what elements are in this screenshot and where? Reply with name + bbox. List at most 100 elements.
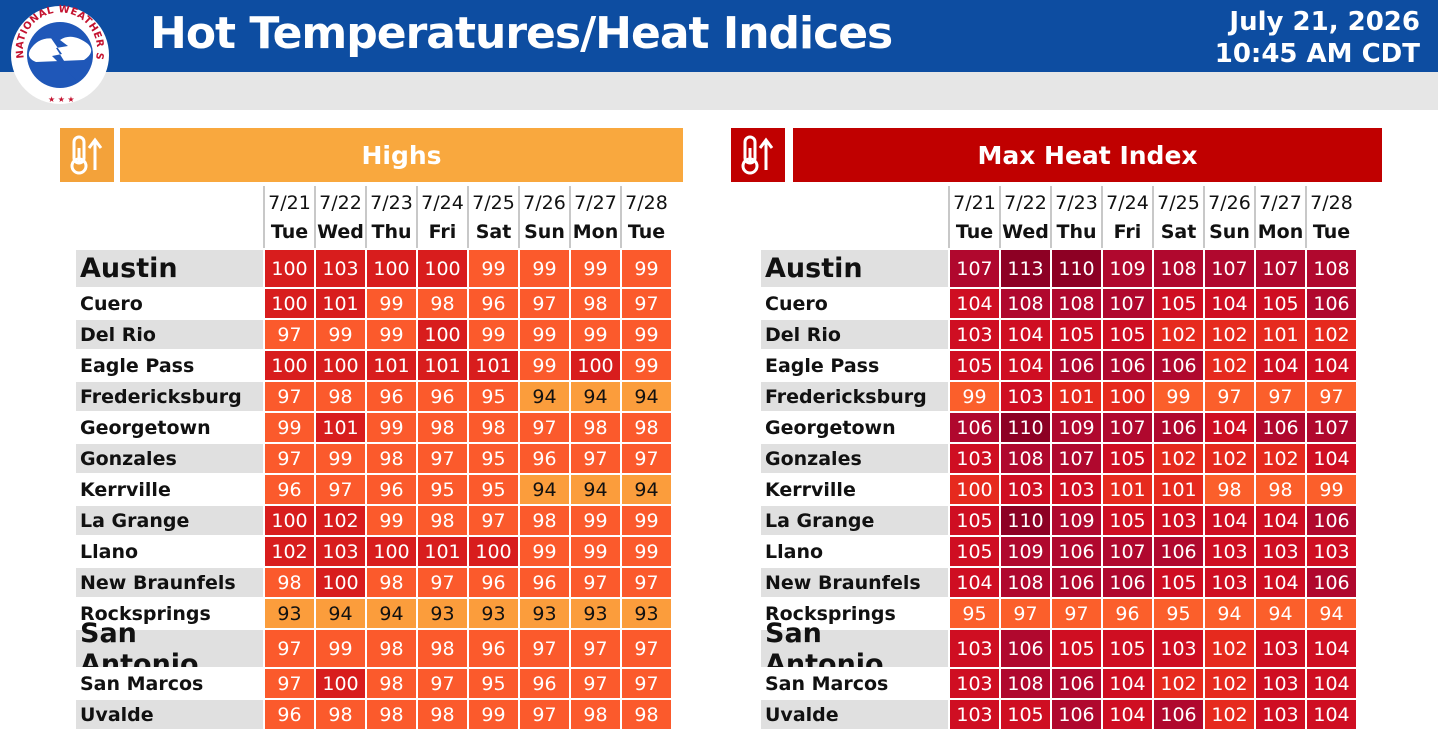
header-corner: [761, 186, 948, 217]
city-name: Eagle Pass: [761, 349, 948, 380]
value-cell: 102: [1203, 442, 1254, 473]
value-cell: 98: [263, 566, 314, 597]
value-cell: 101: [365, 349, 416, 380]
value-cell: 106: [1152, 698, 1203, 729]
table-row: New Braunfels 104 108 106 106 105 103 104 106: [761, 566, 1356, 597]
value-cell: 100: [416, 318, 467, 349]
table-row: San Marcos 103 108 106 104 102 102 103 104: [761, 667, 1356, 698]
city-name: Del Rio: [761, 318, 948, 349]
value-cell: 101: [314, 287, 365, 318]
date-label: 7/27: [569, 186, 620, 217]
issue-time: 10:45 AM CDT: [1214, 39, 1420, 69]
table-row: Fredericksburg 97 98 96 96 95 94 94 94: [76, 380, 671, 411]
date-label: 7/28: [1305, 186, 1356, 217]
value-cell: 106: [1050, 535, 1101, 566]
city-name: La Grange: [761, 504, 948, 535]
value-cell: 100: [314, 349, 365, 380]
value-cell: 97: [620, 566, 671, 597]
value-cell: 101: [416, 535, 467, 566]
city-name: Gonzales: [76, 442, 263, 473]
day-label: Mon: [1254, 217, 1305, 248]
value-cell: 107: [1254, 248, 1305, 287]
value-cell: 97: [263, 667, 314, 698]
value-cell: 105: [1152, 566, 1203, 597]
value-cell: 102: [1152, 667, 1203, 698]
value-cell: 93: [569, 597, 620, 628]
value-cell: 100: [569, 349, 620, 380]
value-cell: 98: [416, 628, 467, 667]
value-cell: 99: [518, 349, 569, 380]
value-cell: 98: [314, 380, 365, 411]
city-name: Rocksprings: [761, 597, 948, 628]
value-cell: 97: [1254, 380, 1305, 411]
value-cell: 104: [1305, 349, 1356, 380]
value-cell: 105: [1101, 628, 1152, 667]
value-cell: 107: [948, 248, 999, 287]
value-cell: 106: [1050, 566, 1101, 597]
value-cell: 101: [1101, 473, 1152, 504]
table-row: San Marcos 97 100 98 97 95 96 97 97: [76, 667, 671, 698]
value-cell: 101: [1050, 380, 1101, 411]
value-cell: 100: [1101, 380, 1152, 411]
value-cell: 97: [263, 380, 314, 411]
value-cell: 104: [1203, 287, 1254, 318]
value-cell: 105: [1050, 628, 1101, 667]
table-row: Gonzales 97 99 98 97 95 96 97 97: [76, 442, 671, 473]
value-cell: 97: [518, 628, 569, 667]
city-name: Cuero: [761, 287, 948, 318]
city-name: San Marcos: [76, 667, 263, 698]
value-cell: 94: [620, 380, 671, 411]
value-cell: 105: [1050, 318, 1101, 349]
value-cell: 97: [569, 667, 620, 698]
value-cell: 105: [1152, 287, 1203, 318]
value-cell: 107: [1305, 411, 1356, 442]
table-row: La Grange 100 102 99 98 97 98 99 99: [76, 504, 671, 535]
value-cell: 97: [263, 318, 314, 349]
value-cell: 106: [1305, 566, 1356, 597]
value-cell: 104: [1101, 667, 1152, 698]
city-name: Georgetown: [76, 411, 263, 442]
value-cell: 104: [1305, 442, 1356, 473]
value-cell: 105: [948, 349, 999, 380]
value-cell: 98: [416, 287, 467, 318]
value-cell: 106: [1305, 504, 1356, 535]
city-name: Rocksprings: [76, 597, 263, 628]
value-cell: 102: [314, 504, 365, 535]
value-cell: 99: [948, 380, 999, 411]
value-cell: 95: [467, 667, 518, 698]
value-cell: 96: [416, 380, 467, 411]
value-cell: 108: [999, 667, 1050, 698]
table-row: Rocksprings 95 97 97 96 95 94 94 94: [761, 597, 1356, 628]
value-cell: 99: [365, 411, 416, 442]
city-name: Georgetown: [761, 411, 948, 442]
value-cell: 98: [365, 628, 416, 667]
value-cell: 97: [518, 287, 569, 318]
svg-text:★ ★ ★: ★ ★ ★: [48, 95, 75, 104]
date-label: 7/26: [518, 186, 569, 217]
day-label: Thu: [1050, 217, 1101, 248]
value-cell: 95: [467, 473, 518, 504]
value-cell: 99: [569, 504, 620, 535]
value-cell: 96: [1101, 597, 1152, 628]
value-cell: 93: [620, 597, 671, 628]
value-cell: 97: [620, 287, 671, 318]
value-cell: 97: [416, 667, 467, 698]
value-cell: 103: [314, 248, 365, 287]
value-cell: 108: [999, 287, 1050, 318]
value-cell: 98: [416, 411, 467, 442]
value-cell: 99: [263, 411, 314, 442]
table-row: La Grange 105 110 109 105 103 104 104 106: [761, 504, 1356, 535]
value-cell: 97: [569, 566, 620, 597]
value-cell: 99: [314, 318, 365, 349]
value-cell: 103: [948, 698, 999, 729]
value-cell: 99: [467, 248, 518, 287]
value-cell: 102: [1203, 698, 1254, 729]
table-row: Llano 105 109 106 107 106 103 103 103: [761, 535, 1356, 566]
city-name: Kerrville: [761, 473, 948, 504]
value-cell: 95: [1152, 597, 1203, 628]
city-name: New Braunfels: [76, 566, 263, 597]
value-cell: 106: [1101, 349, 1152, 380]
value-cell: 97: [620, 442, 671, 473]
table-row: Gonzales 103 108 107 105 102 102 102 104: [761, 442, 1356, 473]
value-cell: 96: [518, 442, 569, 473]
